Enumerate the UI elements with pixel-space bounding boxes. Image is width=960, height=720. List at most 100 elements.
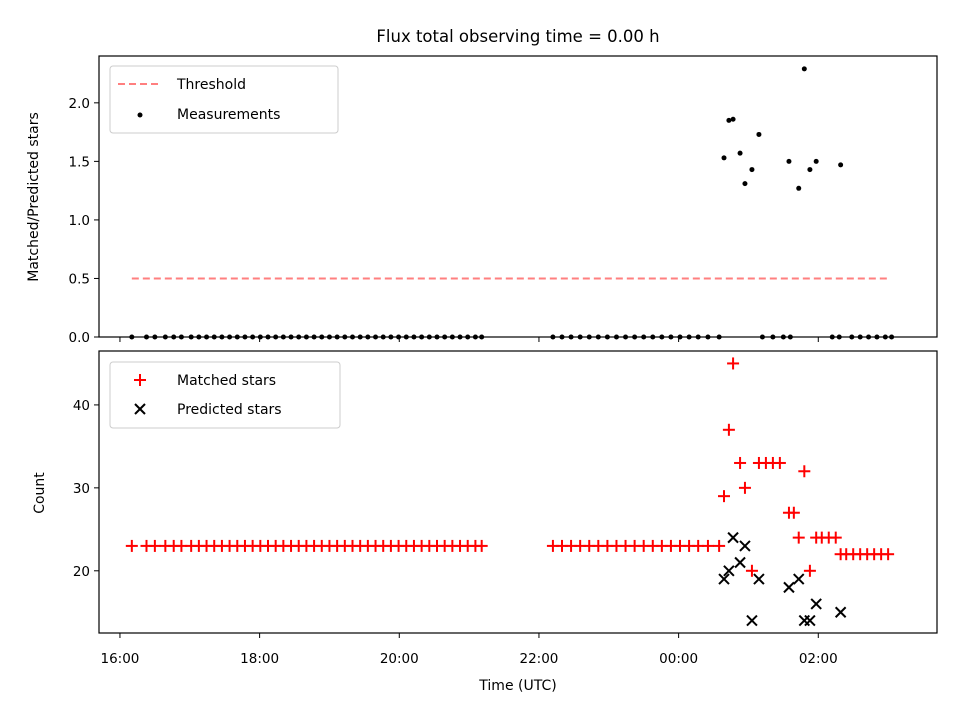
measurement-point <box>472 334 478 340</box>
matched-star-point <box>148 539 161 552</box>
measurement-point <box>866 334 872 340</box>
bottom-legend: Matched stars Predicted stars <box>109 361 341 429</box>
measurement-point <box>403 334 409 340</box>
top-y-tick-label: 1.0 <box>69 213 90 229</box>
matched-star-point <box>745 564 758 577</box>
measurement-point <box>742 181 748 187</box>
measurement-point <box>668 334 674 340</box>
measurement-point <box>787 334 793 340</box>
matched-star-point <box>787 506 800 519</box>
top-legend: Threshold Measurements <box>109 65 339 134</box>
legend-matched-swatch <box>134 374 146 386</box>
top-axes-frame <box>98 55 938 338</box>
measurement-point <box>380 334 386 340</box>
top-y-axis-label: Matched/Predicted stars <box>26 112 42 282</box>
measurement-point <box>178 334 184 340</box>
measurement-point <box>749 167 755 173</box>
x-tick-label: 22:00 <box>519 651 558 667</box>
measurement-point <box>780 334 786 340</box>
measurement-point <box>457 334 463 340</box>
measurement-point <box>250 334 256 340</box>
matched-star-point <box>882 548 895 561</box>
measurement-point <box>730 116 736 122</box>
measurement-point <box>396 334 402 340</box>
measurement-point <box>152 334 158 340</box>
measurement-point <box>874 334 880 340</box>
measurement-point <box>426 334 432 340</box>
bottom-y-tick-label: 40 <box>73 398 90 414</box>
measurement-point <box>705 334 711 340</box>
measurement-point <box>365 334 371 340</box>
measurement-point <box>786 158 792 164</box>
bottom-y-axis-label: Count <box>32 472 48 514</box>
x-axis-label: Time (UTC) <box>478 678 556 694</box>
matched-star-point <box>773 456 786 469</box>
measurement-point <box>280 334 286 340</box>
legend-predicted-label: Predicted stars <box>177 402 282 418</box>
measurement-point <box>273 334 279 340</box>
measurement-point <box>296 334 302 340</box>
matched-star-point <box>722 423 735 436</box>
measurement-point <box>801 66 807 72</box>
predicted-star-point <box>746 614 758 627</box>
chart-title: Flux total observing time = 0.00 h <box>376 27 659 46</box>
measurement-point <box>479 334 485 340</box>
measurement-point <box>411 334 417 340</box>
measurement-point <box>796 185 802 191</box>
top-y-tick-label: 0.0 <box>69 330 90 346</box>
predicted-star-point <box>834 606 847 618</box>
measurement-point <box>265 334 271 340</box>
legend-threshold-label: Threshold <box>176 77 246 93</box>
predicted-star-point <box>793 573 805 585</box>
matched-star-point <box>803 564 816 577</box>
measurement-point <box>442 334 448 340</box>
measurement-point <box>550 334 556 340</box>
measurement-point <box>716 334 722 340</box>
measurement-point <box>171 334 177 340</box>
measurement-point <box>807 167 813 173</box>
measurement-point <box>234 334 240 340</box>
legend-measurements-swatch <box>137 112 143 118</box>
measurement-point <box>196 334 202 340</box>
matched-star-point <box>475 539 488 552</box>
measurement-point <box>829 334 835 340</box>
bottom-y-ticks: 20 30 40 <box>73 398 99 580</box>
measurement-point <box>288 334 294 340</box>
measurement-point <box>613 334 619 340</box>
measurement-point <box>838 162 844 168</box>
measurement-point <box>857 334 863 340</box>
measurement-point <box>434 334 440 340</box>
matched-star-point <box>798 465 811 478</box>
predicted-star-point <box>727 531 739 544</box>
measurement-point <box>227 334 233 340</box>
measurement-point <box>577 334 583 340</box>
measurement-point <box>641 334 647 340</box>
matched-star-point <box>734 456 747 469</box>
measurement-point <box>695 334 701 340</box>
top-y-tick-label: 1.5 <box>69 154 90 170</box>
predicted-star-point <box>723 565 735 577</box>
measurement-point <box>756 131 762 137</box>
top-y-ticks: 0.0 0.5 1.0 1.5 2.0 <box>69 96 99 346</box>
measurement-point <box>604 334 610 340</box>
x-tick-label: 00:00 <box>659 651 698 667</box>
measurement-point <box>162 334 168 340</box>
measurement-point <box>849 334 855 340</box>
measurement-point <box>836 334 842 340</box>
measurement-point <box>465 334 471 340</box>
predicted-star-points <box>718 531 847 627</box>
measurement-point <box>357 334 363 340</box>
measurement-point <box>319 334 325 340</box>
measurement-point <box>449 334 455 340</box>
measurement-point <box>188 334 194 340</box>
top-legend-box <box>109 65 339 134</box>
matched-star-point <box>713 539 726 552</box>
top-y-tick-label: 0.5 <box>69 271 90 287</box>
matched-star-point <box>718 490 731 503</box>
measurement-point <box>650 334 656 340</box>
measurement-point <box>759 334 765 340</box>
bottom-x-ticks: 16:00 18:00 20:00 22:00 00:00 02:00 <box>100 633 838 667</box>
matched-star-points <box>125 357 895 577</box>
measurement-point <box>737 150 743 156</box>
